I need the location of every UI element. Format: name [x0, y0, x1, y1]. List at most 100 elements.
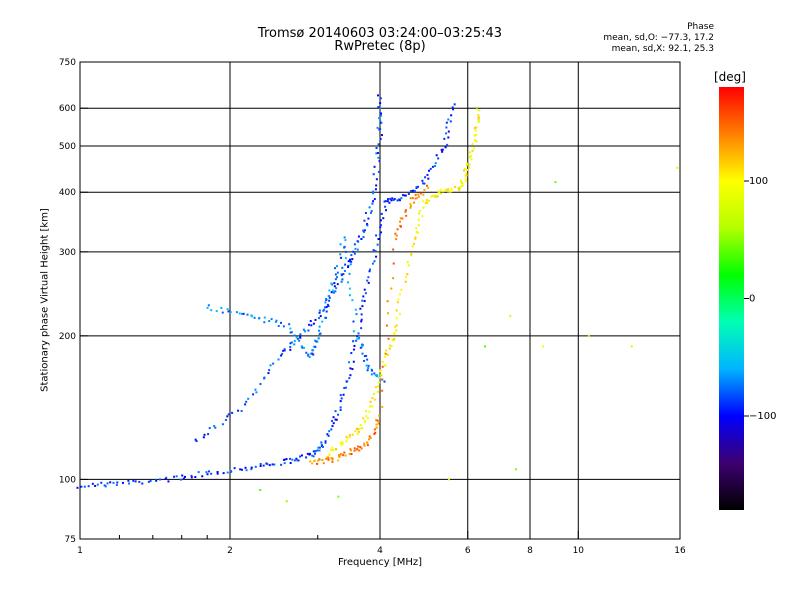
data-point	[414, 237, 417, 240]
data-point	[216, 472, 219, 475]
data-point	[377, 420, 380, 423]
data-point	[363, 229, 366, 232]
data-point	[368, 410, 371, 413]
data-point	[407, 192, 410, 195]
data-point	[207, 304, 210, 307]
data-point	[422, 200, 425, 203]
data-point	[190, 476, 193, 479]
data-point	[331, 457, 334, 460]
data-point	[290, 341, 293, 344]
data-point	[307, 354, 310, 357]
data-point	[380, 374, 383, 377]
data-point	[474, 139, 477, 142]
y-tick-label: 300	[59, 248, 76, 258]
data-point	[303, 346, 306, 349]
data-point	[392, 248, 395, 251]
data-point	[338, 455, 341, 458]
data-point	[316, 459, 319, 462]
data-point	[471, 142, 474, 145]
data-point	[349, 448, 352, 451]
data-point	[415, 227, 418, 230]
data-point	[475, 140, 478, 143]
data-point	[332, 422, 335, 425]
data-point	[335, 287, 338, 290]
data-point	[244, 403, 247, 406]
y-axis-label: Stationary phase Virtual Height [km]	[39, 208, 51, 392]
data-point	[334, 410, 337, 413]
data-point	[434, 195, 437, 198]
data-point	[352, 340, 355, 343]
data-point	[274, 321, 277, 324]
data-point	[437, 190, 440, 193]
data-point	[475, 126, 478, 129]
data-point	[259, 463, 262, 466]
data-point	[273, 463, 276, 466]
data-point	[362, 417, 365, 420]
data-point	[127, 479, 130, 482]
data-point	[319, 332, 322, 335]
data-point	[352, 250, 355, 253]
data-point	[333, 285, 336, 288]
data-point	[414, 197, 417, 200]
data-point	[465, 172, 468, 175]
data-point	[434, 162, 437, 165]
data-point	[414, 193, 417, 196]
data-point	[371, 202, 374, 205]
data-point	[379, 119, 382, 122]
data-point	[341, 440, 344, 443]
data-point	[132, 479, 135, 482]
data-point	[299, 333, 302, 336]
data-point	[308, 323, 311, 326]
data-point	[427, 186, 430, 189]
data-point	[375, 234, 378, 237]
data-point	[676, 166, 679, 169]
data-point	[347, 264, 350, 267]
data-point	[390, 345, 393, 348]
data-point	[259, 383, 262, 386]
data-point	[348, 294, 351, 297]
data-point	[371, 262, 374, 265]
data-point	[417, 218, 420, 221]
data-point	[396, 228, 399, 231]
data-point	[439, 192, 442, 195]
data-point	[339, 243, 342, 246]
data-point	[181, 474, 184, 477]
data-point	[464, 179, 467, 182]
data-point	[321, 459, 324, 462]
data-point	[431, 195, 434, 198]
data-point	[258, 317, 261, 320]
data-point	[421, 179, 424, 182]
data-point	[399, 312, 402, 315]
data-point	[366, 369, 369, 372]
data-point	[340, 280, 343, 283]
data-point	[387, 337, 390, 340]
data-point	[384, 200, 387, 203]
data-point	[149, 479, 152, 482]
data-point	[305, 456, 308, 459]
data-point	[413, 201, 416, 204]
data-point	[404, 209, 407, 212]
data-point	[417, 195, 420, 198]
data-point	[426, 198, 429, 201]
data-point	[352, 360, 355, 363]
data-point	[395, 309, 398, 312]
data-point	[246, 313, 249, 316]
data-point	[301, 454, 304, 457]
data-point	[374, 431, 377, 434]
data-point	[477, 118, 480, 121]
data-point	[355, 339, 358, 342]
data-point	[415, 231, 418, 234]
data-point	[290, 331, 293, 334]
data-point	[360, 447, 363, 450]
data-point	[339, 406, 342, 409]
data-point	[352, 320, 355, 323]
data-point	[412, 242, 415, 245]
data-point	[376, 243, 379, 246]
data-point	[263, 321, 266, 324]
data-point	[173, 475, 176, 478]
data-point	[372, 392, 375, 395]
data-point	[484, 345, 487, 348]
data-point	[395, 238, 398, 241]
data-point	[263, 376, 266, 379]
